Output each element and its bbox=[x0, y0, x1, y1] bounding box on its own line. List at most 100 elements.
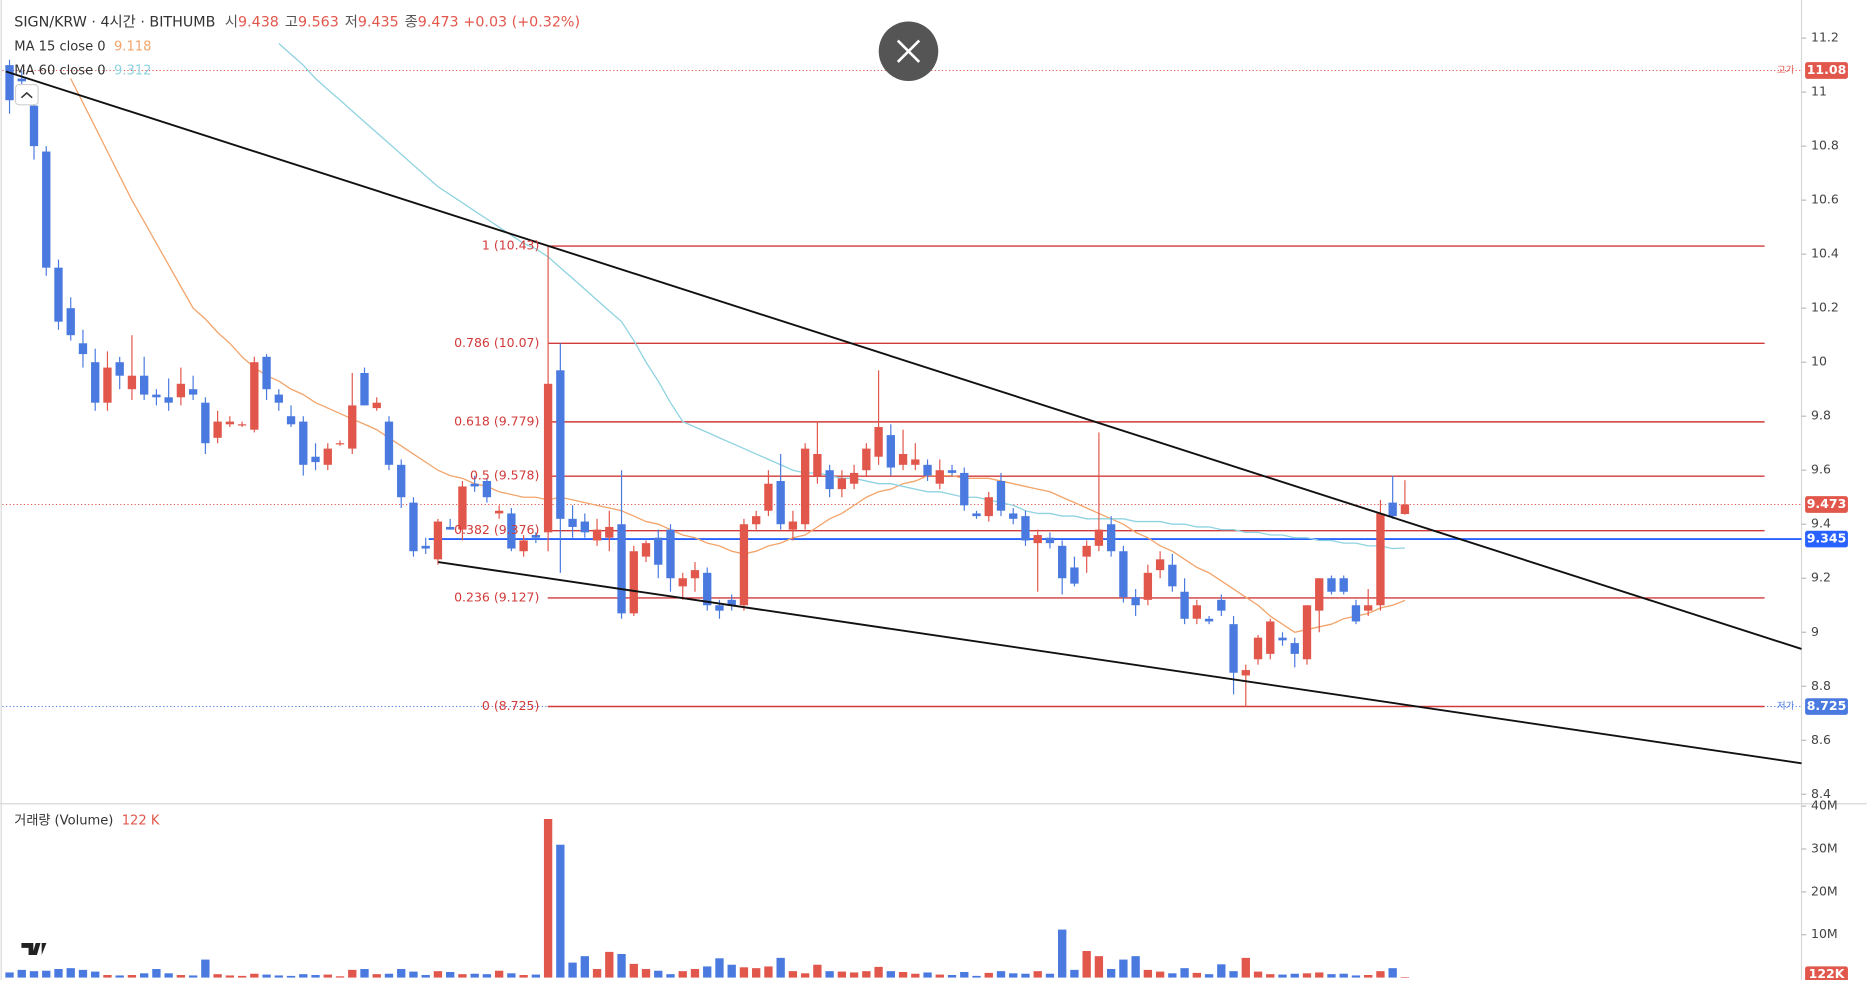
candle-body bbox=[568, 518, 577, 527]
volume-bar bbox=[17, 969, 26, 978]
candle-body bbox=[1400, 504, 1410, 514]
candle-body bbox=[1192, 605, 1202, 619]
candle-body bbox=[531, 535, 541, 538]
price-tag-label: 8.725 bbox=[1807, 698, 1847, 713]
candle-body bbox=[299, 421, 308, 465]
collapse-box[interactable] bbox=[14, 83, 39, 106]
candle-body bbox=[849, 472, 859, 484]
candle-body bbox=[715, 605, 724, 611]
candle-body bbox=[286, 416, 296, 425]
ma-name: MA 60 close 0 bbox=[14, 63, 105, 78]
candle-body bbox=[825, 470, 834, 490]
volume-bar bbox=[360, 969, 369, 978]
candle-body bbox=[752, 516, 761, 525]
volume-bar bbox=[164, 973, 173, 978]
grid-layer bbox=[1801, 37, 1807, 936]
volume-bar bbox=[947, 975, 957, 978]
candle-body bbox=[482, 481, 492, 498]
volume-name: 거래량 (Volume) bbox=[14, 812, 113, 828]
y-tick-label: 10.6 bbox=[1811, 192, 1839, 207]
collapse-button[interactable] bbox=[14, 83, 39, 106]
volume-bar bbox=[1106, 969, 1116, 978]
candle-body bbox=[898, 454, 908, 465]
candle-body bbox=[494, 510, 504, 514]
price-tag bbox=[1805, 530, 1848, 548]
candle-body bbox=[1217, 599, 1226, 611]
candle-body bbox=[960, 472, 969, 506]
volume-bar bbox=[458, 974, 467, 978]
candle-body bbox=[703, 572, 712, 606]
extreme-label: 저가 bbox=[1777, 701, 1795, 712]
volume-bar bbox=[898, 972, 908, 978]
candle-body bbox=[1253, 637, 1263, 660]
ma-value: 9.118 bbox=[114, 39, 151, 54]
candle-body bbox=[727, 599, 736, 606]
volume-bar bbox=[54, 969, 63, 978]
volume-bar bbox=[776, 957, 785, 978]
volume-bar bbox=[1131, 956, 1140, 978]
candle-body bbox=[641, 543, 651, 557]
volume-bar bbox=[605, 951, 614, 978]
volume-bar bbox=[996, 971, 1006, 978]
volume-bar bbox=[1082, 951, 1091, 978]
close-button[interactable] bbox=[878, 21, 939, 81]
candle-body bbox=[1143, 572, 1153, 600]
candle-body bbox=[213, 421, 222, 438]
ohlc-label: 고 bbox=[285, 15, 298, 31]
ohlc-value: 9.473 bbox=[418, 15, 459, 31]
volume-bar bbox=[421, 975, 430, 978]
volume-bar bbox=[494, 970, 504, 978]
candle-body bbox=[1021, 516, 1030, 541]
volume-bar bbox=[1094, 956, 1104, 978]
volume-bar bbox=[923, 972, 932, 978]
candle-body bbox=[1315, 578, 1324, 611]
candle-body bbox=[5, 65, 14, 101]
candle-body bbox=[1229, 624, 1238, 673]
ohlc-label: 시 bbox=[225, 15, 238, 31]
volume-bar bbox=[446, 972, 455, 978]
candle-body bbox=[140, 375, 149, 395]
volume-bar bbox=[1204, 974, 1214, 978]
volume-bar bbox=[617, 954, 626, 978]
candle-body bbox=[947, 470, 957, 473]
collapse-icon[interactable] bbox=[20, 91, 33, 99]
volume-bar bbox=[5, 972, 14, 978]
volume-bar bbox=[1168, 973, 1177, 978]
candle-body bbox=[201, 402, 210, 444]
candle-body bbox=[1327, 578, 1336, 592]
candle-body bbox=[874, 427, 883, 457]
volume-bar bbox=[727, 964, 736, 978]
volume-bar bbox=[237, 975, 247, 978]
volume-bar bbox=[825, 971, 834, 978]
volume-bar bbox=[531, 974, 541, 978]
volume-bar bbox=[690, 969, 700, 978]
y-tick-label: 9.6 bbox=[1811, 462, 1831, 477]
volume-bar bbox=[66, 968, 75, 978]
candle-body bbox=[1290, 643, 1299, 654]
candle-body bbox=[1058, 545, 1067, 579]
candle-body bbox=[115, 362, 124, 376]
ma-value: 9.312 bbox=[114, 63, 151, 78]
volume-tag bbox=[1805, 966, 1848, 984]
volume-bar bbox=[188, 975, 198, 978]
candle-body bbox=[543, 383, 553, 533]
candle-body bbox=[776, 481, 785, 525]
candle-body bbox=[421, 545, 430, 549]
y-tick-label: 10.2 bbox=[1811, 300, 1839, 315]
volume-bar bbox=[641, 969, 651, 978]
close-icon[interactable] bbox=[896, 39, 921, 63]
ohlc-value: 9.435 bbox=[358, 15, 399, 31]
volume-bar bbox=[78, 969, 88, 978]
price-tag-label: 9.473 bbox=[1807, 496, 1847, 511]
candle-body bbox=[935, 470, 944, 484]
candle-body bbox=[91, 362, 100, 403]
candle-body bbox=[176, 383, 186, 398]
candle-body bbox=[323, 448, 332, 465]
volume-bar bbox=[299, 974, 308, 978]
candle-body bbox=[1388, 502, 1397, 517]
volume-bar bbox=[213, 974, 222, 978]
candle-body bbox=[458, 486, 467, 530]
volume-bar bbox=[372, 974, 381, 978]
